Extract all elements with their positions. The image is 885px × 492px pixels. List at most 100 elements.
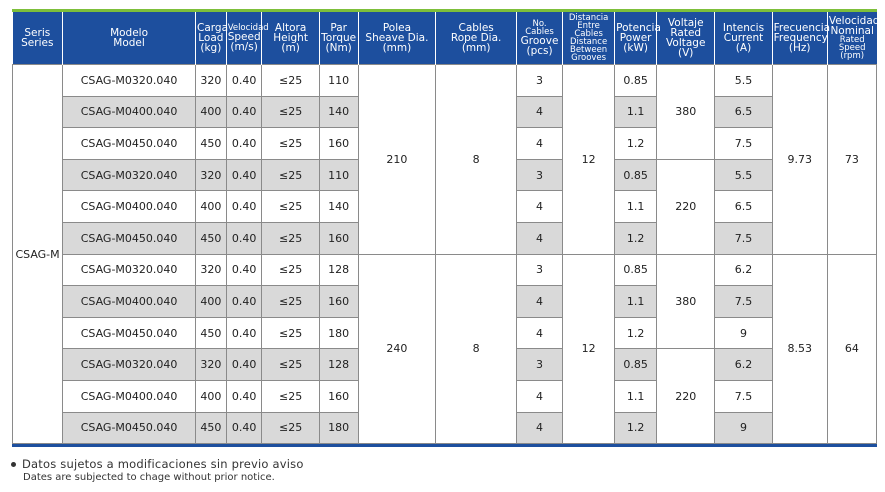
speed-cell: 0.40 bbox=[225, 190, 263, 223]
table-row: CSAG-M0450.040 450 0.40 ≤25 160 4 1.2 7.5 bbox=[13, 221, 877, 255]
torque-cell: 128 bbox=[318, 348, 359, 381]
footnotes: Datos sujetos a modificaciones sin previ… bbox=[11, 457, 304, 483]
model-cell: CSAG-M0400.040 bbox=[62, 285, 197, 318]
model-cell: CSAG-M0400.040 bbox=[62, 190, 197, 223]
header-model: Modelo Model bbox=[62, 12, 196, 65]
current-cell: 5.5 bbox=[714, 158, 773, 192]
speed-cell: 0.40 bbox=[225, 253, 263, 287]
distance-cell: 12 bbox=[562, 64, 616, 255]
rated-speed-cell: 64 bbox=[826, 253, 878, 445]
table-row: CSAG-M0400.040 400 0.40 ≤25 160 4 1.1 7.5 bbox=[13, 379, 877, 413]
current-cell: 9 bbox=[714, 411, 773, 445]
note-spanish: Datos sujetos a modificaciones sin previ… bbox=[11, 457, 304, 471]
power-cell: 1.2 bbox=[614, 221, 658, 255]
current-cell: 5.5 bbox=[714, 64, 773, 97]
frequency-cell: 8.53 bbox=[771, 253, 828, 445]
torque-cell: 180 bbox=[318, 411, 359, 445]
model-cell: CSAG-M0320.040 bbox=[62, 253, 197, 287]
header-sheave: Polea Sheave Dia. (mm) bbox=[357, 12, 436, 65]
table-row: CSAG-M0450.040 450 0.40 ≤25 180 4 1.2 9 bbox=[13, 316, 877, 350]
distance-cell: 12 bbox=[562, 253, 616, 445]
header-power: Potencia Power (kW) bbox=[614, 12, 661, 65]
current-cell: 6.5 bbox=[714, 190, 773, 223]
header-distance: Distancia Entre Cables Distance Between Groo… bbox=[562, 12, 615, 65]
note-english: Dates are subjected to chage without pri… bbox=[23, 472, 275, 483]
power-cell: 1.1 bbox=[614, 285, 658, 318]
table-row: CSAG-M0320.040 320 0.40 ≤25 128 240 8 3 12 0.85 38… bbox=[13, 253, 878, 445]
header-rated-speed: Velocidad Nominal Rated Speed (rpm) bbox=[826, 12, 879, 65]
current-cell: 7.5 bbox=[714, 379, 773, 413]
model-cell: CSAG-M0400.040 bbox=[62, 379, 197, 413]
power-cell: 1.1 bbox=[614, 190, 658, 223]
power-cell: 0.85 bbox=[614, 64, 658, 97]
current-cell: 6.5 bbox=[714, 95, 773, 129]
power-cell: 1.2 bbox=[614, 316, 658, 350]
load-cell: 450 bbox=[195, 411, 227, 445]
load-cell: 320 bbox=[195, 348, 227, 381]
load-cell: 400 bbox=[195, 95, 227, 129]
voltage-cell: 380 bbox=[656, 64, 716, 160]
height-cell: ≤25 bbox=[261, 348, 320, 381]
groove-cell: 3 bbox=[516, 253, 564, 287]
series-cell: CSAG-M bbox=[11, 63, 64, 445]
groove-cell: 3 bbox=[516, 64, 564, 97]
torque-cell: 160 bbox=[318, 285, 359, 318]
groove-cell: 4 bbox=[516, 221, 564, 255]
current-cell: 6.2 bbox=[714, 253, 773, 287]
voltage-cell: 380 bbox=[656, 253, 716, 350]
header-speed: Velocidad Speed (m/s) bbox=[225, 12, 269, 65]
height-cell: ≤25 bbox=[261, 127, 320, 160]
current-cell: 7.5 bbox=[714, 285, 773, 318]
power-cell: 0.85 bbox=[614, 158, 658, 192]
torque-cell: 160 bbox=[318, 379, 359, 413]
height-cell: ≤25 bbox=[261, 95, 320, 129]
spec-table: Seris Series Modelo Model Carga Load (kg) Ve… bbox=[11, 12, 879, 445]
rated-speed-cell: 73 bbox=[826, 64, 878, 255]
torque-cell: 160 bbox=[318, 221, 359, 255]
torque-cell: 110 bbox=[318, 158, 359, 192]
model-cell: CSAG-M0450.040 bbox=[62, 221, 197, 255]
power-cell: 1.2 bbox=[614, 411, 658, 445]
power-cell: 0.85 bbox=[614, 348, 658, 381]
load-cell: 400 bbox=[195, 190, 227, 223]
speed-cell: 0.40 bbox=[225, 348, 263, 381]
speed-cell: 0.40 bbox=[225, 285, 263, 318]
power-cell: 0.85 bbox=[614, 253, 658, 287]
header-frequency: Frecuencia Frequency (Hz) bbox=[771, 12, 830, 65]
table-row: CSAG-M CSAG-M0320.040 320 0.40 ≤25 110 210 8 3 12… bbox=[11, 63, 878, 445]
groove-cell: 3 bbox=[516, 158, 564, 192]
load-cell: 320 bbox=[195, 158, 227, 192]
model-cell: CSAG-M0400.040 bbox=[62, 95, 197, 129]
current-cell: 7.5 bbox=[714, 127, 773, 160]
frequency-cell: 9.73 bbox=[771, 64, 828, 255]
speed-cell: 0.40 bbox=[225, 221, 263, 255]
table-row: CSAG-M0400.040 400 0.40 ≤25 140 4 1.1 6.5 bbox=[13, 95, 877, 129]
groove-cell: 4 bbox=[516, 190, 564, 223]
load-cell: 450 bbox=[195, 221, 227, 255]
current-cell: 6.2 bbox=[714, 348, 773, 381]
table-row: CSAG-M0450.040 450 0.40 ≤25 180 4 1.2 9 bbox=[13, 411, 877, 445]
power-cell: 1.1 bbox=[614, 379, 658, 413]
bottom-accent-bar bbox=[12, 444, 877, 448]
current-cell: 7.5 bbox=[714, 221, 773, 255]
height-cell: ≤25 bbox=[261, 190, 320, 223]
speed-cell: 0.40 bbox=[225, 411, 263, 445]
current-cell: 9 bbox=[714, 316, 773, 350]
table-row: CSAG-M0400.040 400 0.40 ≤25 160 4 1.1 7.5 bbox=[13, 285, 877, 318]
torque-cell: 180 bbox=[318, 316, 359, 350]
speed-cell: 0.40 bbox=[225, 158, 263, 192]
header-rope: Cables Rope Dia. (mm) bbox=[435, 12, 517, 65]
model-cell: CSAG-M0450.040 bbox=[62, 411, 197, 445]
table-row: CSAG-M0320.040 320 0.40 ≤25 110 3 0.85 220 5.5 bbox=[13, 158, 877, 255]
torque-cell: 128 bbox=[318, 253, 359, 287]
table-row: CSAG-M0320.040 320 0.40 ≤25 128 3 0.85 220 6.2 bbox=[13, 348, 877, 445]
load-cell: 320 bbox=[195, 253, 227, 287]
voltage-cell: 220 bbox=[656, 348, 716, 445]
height-cell: ≤25 bbox=[261, 221, 320, 255]
speed-cell: 0.40 bbox=[225, 64, 263, 97]
torque-cell: 160 bbox=[318, 127, 359, 160]
speed-cell: 0.40 bbox=[225, 379, 263, 413]
load-cell: 400 bbox=[195, 379, 227, 413]
header-series: Seris Series bbox=[12, 12, 63, 65]
load-cell: 450 bbox=[195, 316, 227, 350]
